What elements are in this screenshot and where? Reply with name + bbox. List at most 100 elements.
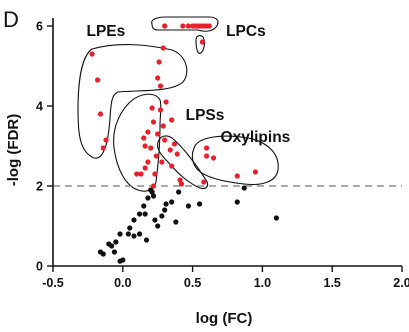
lps-group-outline [156, 135, 209, 190]
significant-point [180, 23, 186, 29]
significant-point [156, 59, 162, 65]
non-significant-point [149, 189, 155, 195]
significant-point [177, 177, 183, 183]
non-significant-point [136, 211, 143, 217]
lpc-group-outline [151, 16, 219, 32]
significant-point [142, 165, 148, 171]
non-significant-point [162, 207, 168, 213]
group-outlines [77, 16, 279, 192]
significant-point [138, 171, 144, 177]
significant-point [95, 77, 101, 83]
significant-point [89, 51, 95, 57]
panel-letter: D [3, 7, 19, 32]
significant-point [145, 159, 151, 165]
significant-point [141, 135, 147, 141]
significant-point [163, 99, 169, 105]
significant-point [160, 45, 166, 51]
significant-point [174, 151, 180, 157]
significant-point [203, 145, 210, 151]
significant-point [103, 137, 109, 143]
significant-point [252, 169, 259, 175]
non-significant-point [106, 241, 112, 247]
non-significant-point [169, 199, 175, 205]
non-significant-point [196, 201, 203, 207]
significant-point [152, 171, 158, 177]
non-significant-point [131, 217, 137, 223]
non-significant-point [97, 249, 104, 255]
significant-point [155, 75, 161, 81]
significant-point [160, 123, 166, 129]
oxylipin-group-outline [191, 135, 279, 186]
significant-point [199, 39, 205, 45]
significant-point [97, 111, 104, 117]
non-significant-point [159, 213, 165, 219]
lpc-small-outline [195, 35, 206, 54]
group-annotations: LPEs LPCs LPSs Oxylipins [87, 23, 291, 146]
non-significant-point [117, 231, 123, 237]
significant-point [169, 117, 175, 123]
significant-point [155, 131, 161, 137]
x-tick-label: 0.5 [184, 276, 201, 290]
non-significant-point [127, 225, 133, 231]
significant-point [169, 163, 175, 169]
non-significant-point [131, 233, 137, 239]
significant-point [157, 83, 164, 89]
significant-point [178, 181, 185, 187]
significant-point [234, 173, 240, 179]
y-tick-label: 2 [36, 180, 43, 194]
lpe-sub-outline [113, 93, 162, 192]
group-annotation-lpss: LPSs [186, 107, 225, 124]
x-axis-ticks: -0.5 0.0 0.5 1.0 1.5 2.0 [42, 266, 409, 290]
non-significant-point [143, 237, 150, 243]
non-significant-point [141, 203, 147, 209]
significant-point [203, 153, 210, 159]
non-significant-point [185, 203, 192, 209]
y-tick-label: 4 [36, 100, 43, 114]
non-significant-point [155, 223, 161, 229]
significant-point [100, 145, 106, 151]
non-significant-point [111, 249, 118, 255]
non-significant-point [273, 215, 279, 221]
x-tick-label: 1.5 [324, 276, 341, 290]
non-significant-point [176, 189, 182, 195]
significant-point [157, 107, 164, 113]
non-significant-point [142, 211, 148, 217]
non-significant-point [125, 231, 131, 237]
significant-point [167, 147, 173, 153]
significant-point [148, 145, 154, 151]
significant-point [159, 159, 165, 165]
x-tick-label: 1.0 [254, 276, 271, 290]
group-annotation-oxylipins: Oxylipins [221, 129, 291, 146]
significant-points [89, 23, 259, 189]
significant-point [150, 119, 157, 125]
significant-point [210, 155, 217, 161]
significant-point [149, 105, 155, 111]
y-tick-label: 0 [36, 260, 43, 274]
non-significant-point [120, 257, 126, 263]
not-significant-points [97, 185, 279, 264]
significant-point [142, 143, 148, 149]
non-significant-point [173, 219, 179, 225]
x-tick-label: 2.0 [393, 276, 409, 290]
x-tick-label: 0.0 [114, 276, 131, 290]
significant-point [162, 23, 168, 29]
non-significant-point [234, 199, 240, 205]
non-significant-point [150, 193, 157, 199]
x-axis-title: log (FC) [196, 310, 253, 327]
y-tick-label: 6 [36, 20, 43, 34]
significant-point [150, 183, 157, 189]
significant-point [185, 23, 192, 29]
lpe-group-outline [77, 44, 188, 159]
non-significant-point [163, 201, 169, 207]
y-axis-title: -log (FDR) [5, 114, 22, 186]
significant-point [134, 171, 140, 177]
group-annotation-lpes: LPEs [87, 23, 126, 40]
significant-point [145, 129, 151, 135]
x-tick-label: -0.5 [42, 276, 64, 290]
group-annotation-lpcs: LPCs [226, 23, 266, 40]
significant-point [162, 137, 168, 143]
non-significant-point [241, 185, 247, 191]
non-significant-point [113, 239, 119, 245]
significant-point [153, 153, 159, 159]
